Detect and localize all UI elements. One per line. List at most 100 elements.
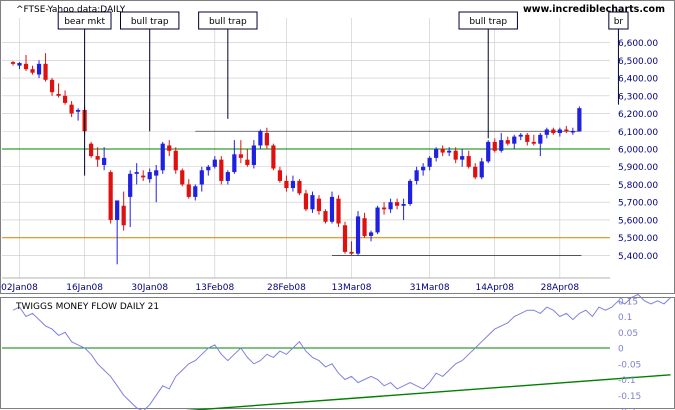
candle-body-down	[23, 63, 29, 70]
candle-body-down	[316, 198, 322, 212]
candle-body-up	[329, 196, 335, 222]
candle-body-down	[219, 159, 224, 181]
candle-body-down	[297, 180, 302, 194]
candle-body-down	[121, 205, 126, 226]
price-y-tick-label: 6,000.00	[618, 146, 658, 156]
candle-body-down	[56, 94, 61, 96]
indicator-panel	[0, 297, 675, 409]
candle-body-up	[486, 141, 491, 162]
price-y-tick-label: 5,600.00	[618, 216, 658, 226]
candle-body-down	[245, 159, 250, 165]
candle-body-down	[323, 211, 328, 222]
indicator-y-tick-label: -0.05	[618, 360, 641, 370]
candle-body-down	[394, 202, 400, 206]
candle-body-up	[427, 157, 432, 167]
candle-body-up	[355, 216, 361, 254]
candle-body-up	[193, 186, 198, 197]
price-candles	[10, 53, 582, 265]
candle-body-up	[447, 150, 452, 153]
candle-body-up	[408, 180, 413, 204]
x-tick-label: 28Feb08	[267, 283, 306, 293]
candle-body-down	[453, 150, 458, 160]
indicator-trend-line	[185, 374, 671, 410]
candle-body-up	[102, 157, 107, 165]
candle-body-up	[212, 159, 217, 167]
candle-body-up	[225, 172, 230, 181]
candle-body-down	[10, 62, 16, 64]
symbol-label: ^FTSE-Yahoo data:DAILY	[16, 5, 126, 15]
x-tick-label: 02Jan08	[1, 283, 38, 293]
annotation-box	[198, 11, 258, 30]
price-x-axis: 02Jan08 16Jan08 30Jan08 13Feb08 28Feb08 13Mar…	[1, 277, 610, 293]
candle-body-up	[290, 180, 296, 189]
indicator-y-tick-label: 0.15	[618, 297, 638, 307]
candle-body-up	[388, 202, 393, 210]
candle-body-down	[271, 145, 276, 169]
price-y-tick-label: 5,900.00	[618, 163, 658, 173]
site-label[interactable]: www.incrediblecharts.com	[523, 4, 665, 15]
candle-body-up	[258, 131, 263, 146]
candle-body-down	[303, 193, 309, 210]
candle-body-up	[206, 166, 211, 171]
candle-body-down	[238, 154, 243, 158]
candle-body-up	[499, 140, 504, 151]
candle-body-down	[173, 150, 178, 171]
annotations: bear mkt bull trap bull trap bull trap br	[57, 11, 629, 176]
annotation-label: bull trap	[131, 17, 169, 27]
price-y-tick-label: 6,600.00	[618, 39, 658, 49]
candle-body-down	[186, 184, 191, 197]
indicator-y-tick-label: 0	[618, 345, 624, 355]
candle-body-up	[199, 170, 204, 185]
candle-body-up	[232, 154, 237, 173]
candle-body-up	[36, 63, 42, 75]
indicator-title: TWIGGS MONEY FLOW DAILY 21	[15, 302, 159, 312]
candle-body-down	[141, 175, 146, 178]
candle-body-down	[440, 149, 445, 153]
candle-body-up	[414, 170, 419, 181]
indicator-plot	[2, 293, 671, 410]
price-y-axis: 6,600.00 6,500.00 6,400.00 6,300.00 6,200.00…	[618, 39, 658, 262]
candle-body-down	[43, 63, 48, 80]
candle-body-up	[479, 161, 484, 178]
candle-body-up	[154, 170, 159, 176]
price-y-tick-label: 6,300.00	[618, 92, 658, 102]
candle-body-up	[375, 207, 380, 233]
candle-body-down	[89, 143, 94, 157]
price-y-tick-label: 6,500.00	[618, 57, 658, 67]
candle-body-up	[310, 195, 315, 210]
candle-body-down	[180, 170, 185, 185]
annotation-label: bull trap	[469, 17, 507, 27]
candle-body-down	[62, 95, 68, 103]
candle-body-up	[17, 62, 22, 66]
price-y-tick-label: 6,400.00	[618, 75, 658, 85]
candle-body-down	[564, 129, 569, 132]
candle-body-up	[368, 232, 374, 236]
candle-body-down	[277, 170, 283, 181]
candle-body-down	[362, 218, 367, 236]
candle-body-down	[349, 251, 354, 254]
candle-body-up	[76, 109, 81, 112]
candle-body-up	[570, 131, 575, 133]
candle-body-down	[336, 198, 341, 224]
price-y-tick-label: 5,800.00	[618, 181, 658, 191]
candle-body-up	[147, 172, 152, 180]
candle-body-down	[30, 69, 35, 73]
price-y-tick-label: 6,100.00	[618, 128, 658, 138]
candle-body-down	[49, 79, 55, 93]
x-tick-label: 16Jan08	[66, 283, 103, 293]
annotation-label: bull trap	[209, 17, 247, 27]
indicator-y-tick-label: -0.2	[618, 408, 636, 410]
candle-body-down	[381, 207, 387, 210]
annotation-box	[608, 11, 629, 30]
candle-body-down	[466, 156, 471, 167]
candle-body-down	[525, 134, 530, 142]
x-tick-label: 28Apr08	[541, 283, 580, 293]
indicator-y-tick-label: -0.15	[618, 392, 641, 402]
x-tick-label: 14Apr08	[475, 283, 514, 293]
candle-body-down	[551, 129, 556, 134]
annotation-label: br	[614, 17, 624, 27]
candle-body-up	[460, 156, 465, 160]
money-flow-line	[12, 293, 671, 410]
annotation-label: bear mkt	[64, 17, 105, 27]
